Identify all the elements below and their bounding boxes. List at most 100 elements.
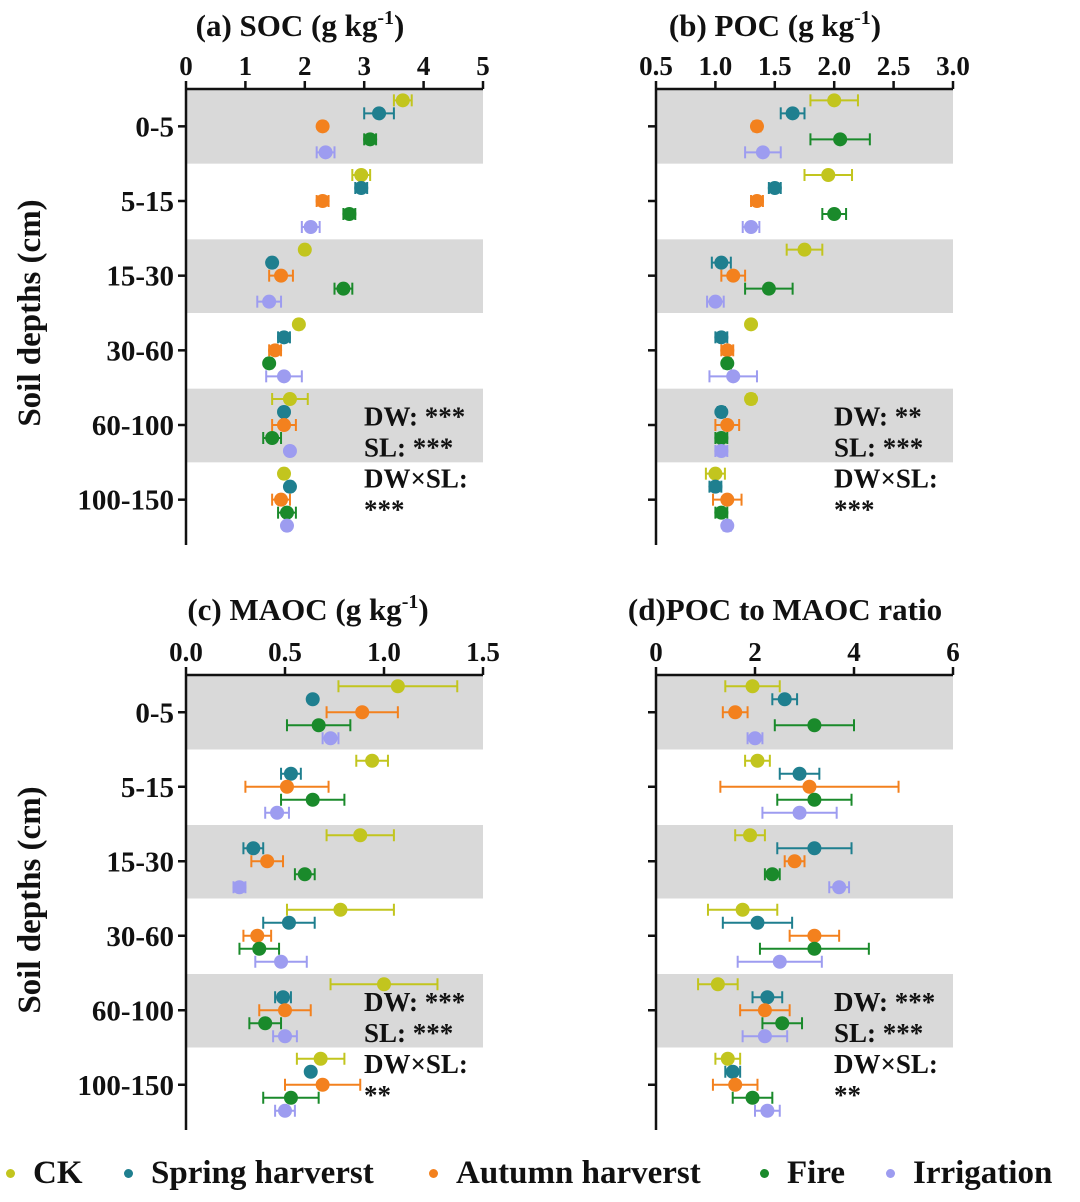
legend-label-fire: Fire [787, 1155, 846, 1191]
data-point-spring-harverst-100-150 [282, 479, 297, 494]
data-point-autumn-harverst-60-100 [720, 418, 735, 432]
chart-title-end: ) [871, 8, 881, 43]
legend-item-spring-harverst: Spring harverst [124, 1155, 374, 1192]
data-point-autumn-harverst-0-5 [355, 705, 370, 720]
legend-item-irrigation: Irrigation [886, 1155, 1052, 1192]
data-point-ck-0-5 [827, 93, 842, 108]
x-tick-label: 2 [298, 51, 312, 81]
shaded-band-60-100 [656, 974, 953, 1048]
data-point-fire-100-150 [279, 505, 294, 520]
x-tick-label: 1.5 [758, 51, 792, 81]
y-tick-label-30-60: 30-60 [106, 335, 174, 367]
data-point-autumn-harverst-30-60 [720, 343, 735, 358]
data-point-autumn-harverst-5-15 [315, 194, 330, 208]
data-point-fire-60-100 [775, 1016, 790, 1031]
data-point-spring-harverst-15-30 [714, 255, 729, 270]
data-point-autumn-harverst-60-100 [757, 1003, 772, 1018]
x-tick-label: 1.5 [466, 637, 500, 667]
series-spring-harverst [708, 106, 806, 494]
data-point-irrigation-15-30 [708, 294, 723, 309]
data-point-ck-30-60 [744, 317, 759, 332]
chart-title-main: (a) SOC (g kg [196, 8, 378, 43]
data-point-autumn-harverst-5-15 [749, 194, 764, 208]
x-tick-label: 0 [649, 637, 663, 667]
data-point-spring-harverst-30-60 [277, 330, 292, 345]
legend-label-ck: CK [33, 1155, 83, 1191]
data-point-fire-5-15 [827, 207, 842, 221]
data-point-irrigation-30-60 [772, 954, 787, 969]
series-autumn-harverst [711, 705, 900, 1092]
data-point-autumn-harverst-30-60 [807, 928, 822, 943]
data-point-irrigation-30-60 [277, 369, 292, 384]
y-tick-label-100-150: 100-150 [77, 485, 174, 517]
y-axis-title-2: Soil depths (cm) [12, 786, 48, 1013]
chart-title-end: ) [418, 592, 428, 627]
data-point-spring-harverst-60-100 [714, 405, 729, 419]
chart-panel-1: 0 1 2 3 4 5 0-5 5-15 15-30 30-60 60-100 100-150 (a) … [77, 7, 490, 545]
chart-panel-3: 0.0 0.5 1.0 1.5 0-5 5-15 15-30 30-60 60-100 100-1… [77, 591, 500, 1130]
legend-marker-fire [760, 1169, 769, 1178]
data-point-autumn-harverst-15-30 [274, 268, 289, 283]
data-point-spring-harverst-60-100 [760, 990, 775, 1005]
series-fire [731, 718, 870, 1105]
data-point-irrigation-15-30 [832, 880, 847, 895]
x-tick-label: 0.0 [169, 637, 203, 667]
data-point-autumn-harverst-5-15 [279, 779, 294, 794]
data-point-ck-0-5 [395, 93, 410, 108]
data-point-irrigation-100-150 [720, 518, 735, 533]
x-tick-label: 2.0 [817, 51, 851, 81]
y-tick-label-0-5: 0-5 [135, 697, 174, 729]
data-point-spring-harverst-0-5 [372, 106, 387, 121]
x-tick-label: 0 [179, 51, 193, 81]
data-point-spring-harverst-5-15 [283, 766, 298, 781]
data-point-irrigation-60-100 [282, 444, 297, 458]
data-point-autumn-harverst-60-100 [278, 1003, 292, 1018]
data-point-irrigation-0-5 [323, 731, 338, 746]
data-point-irrigation-60-100 [278, 1029, 292, 1044]
series-spring-harverst [721, 692, 853, 1079]
data-point-spring-harverst-5-15 [354, 181, 369, 195]
data-point-ck-60-100 [744, 392, 759, 406]
data-point-fire-30-60 [720, 356, 735, 371]
data-point-fire-100-150 [283, 1090, 298, 1105]
data-point-fire-100-150 [714, 505, 729, 520]
data-point-fire-30-60 [252, 941, 267, 956]
x-tick-label: 4 [417, 51, 431, 81]
data-point-ck-5-15 [365, 753, 380, 768]
y-axis-title-1: Soil depths (cm) [12, 199, 48, 426]
stats-line: ** [834, 1080, 861, 1110]
x-tick-label: 6 [946, 637, 960, 667]
y-tick-label-15-30: 15-30 [106, 261, 174, 293]
x-tick-label: 1.0 [367, 637, 401, 667]
data-point-fire-60-100 [714, 431, 729, 445]
data-point-fire-100-150 [745, 1090, 760, 1105]
x-tick-label: 5 [476, 51, 490, 81]
data-point-autumn-harverst-60-100 [277, 418, 292, 432]
data-point-ck-5-15 [750, 753, 765, 768]
data-point-spring-harverst-5-15 [767, 181, 782, 195]
data-point-spring-harverst-15-30 [265, 255, 280, 270]
series-irrigation [736, 731, 851, 1118]
data-point-ck-30-60 [735, 902, 750, 917]
x-tick-label: 3 [357, 51, 371, 81]
data-point-fire-15-30 [765, 867, 780, 882]
chart-title: (b) POC (g kg-1) [669, 7, 881, 43]
data-point-fire-5-15 [342, 207, 357, 221]
figure-canvas: 0 1 2 3 4 5 0-5 5-15 15-30 30-60 60-100 100-150 (a) … [12, 7, 970, 1130]
data-point-irrigation-0-5 [318, 145, 333, 160]
stats-line: SL: *** [834, 1018, 923, 1048]
stats-line: DW×SL: [834, 1049, 938, 1079]
data-point-ck-100-150 [313, 1051, 328, 1066]
data-point-autumn-harverst-15-30 [726, 268, 741, 283]
legend-item-ck: CK [6, 1155, 83, 1192]
chart-title: (d)POC to MAOC ratio [628, 592, 942, 627]
y-tick-label-15-30: 15-30 [106, 846, 174, 878]
data-point-ck-60-100 [710, 977, 725, 992]
stats-line: SL: *** [364, 433, 453, 463]
y-tick-label-30-60: 30-60 [106, 921, 174, 953]
chart-title-main: (b) POC (g kg [669, 8, 855, 43]
chart-title-end: ) [394, 8, 404, 43]
data-point-ck-30-60 [291, 317, 306, 332]
series-irrigation [256, 145, 336, 533]
data-point-fire-15-30 [297, 867, 312, 882]
